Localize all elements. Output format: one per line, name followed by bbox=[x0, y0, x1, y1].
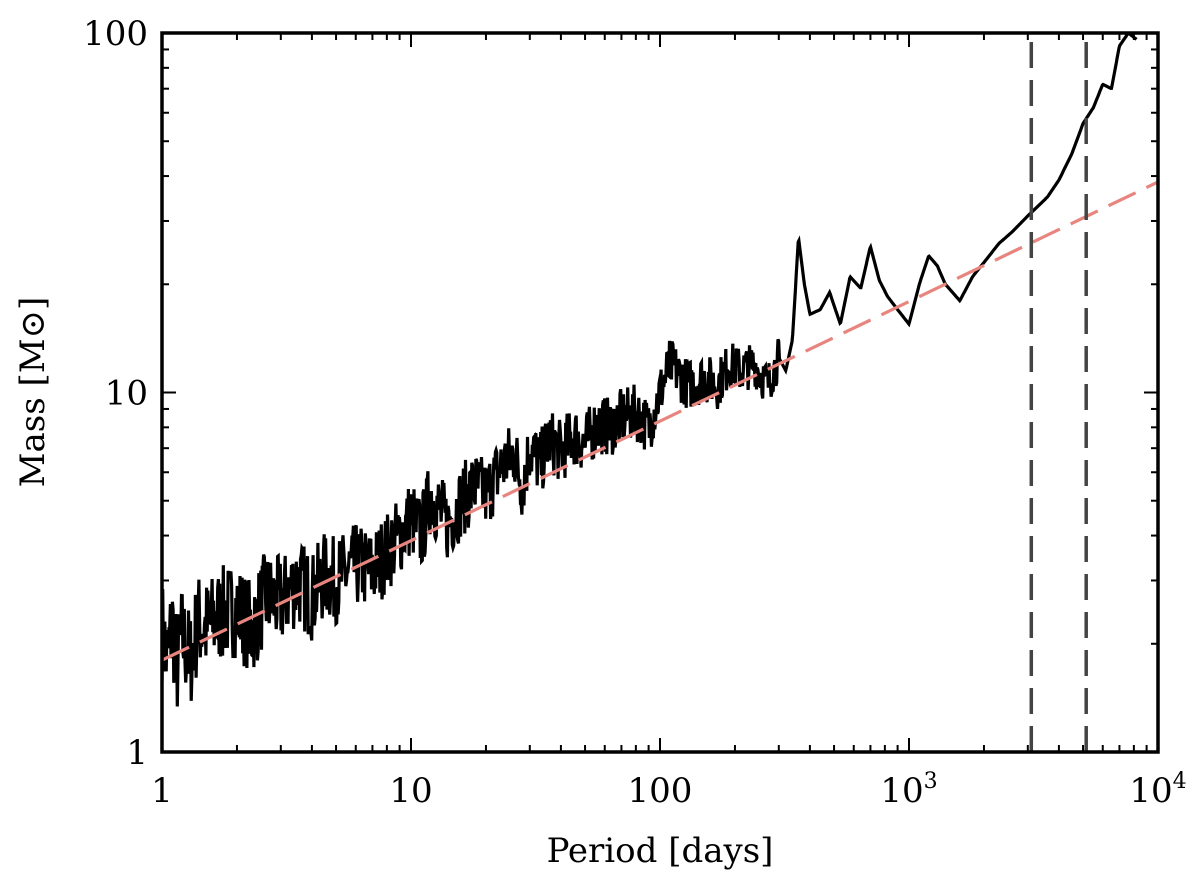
x-tick-label: 1 bbox=[151, 771, 173, 811]
x-tick-label: 103 bbox=[880, 769, 937, 811]
x-axis-label: Period [days] bbox=[547, 831, 774, 871]
series-power-law-fit bbox=[162, 180, 1158, 662]
plot-frame bbox=[160, 31, 1160, 754]
tick-labels: 1 10 100 103 104 1 10 100 bbox=[83, 14, 1187, 811]
y-tick-label: 100 bbox=[83, 14, 148, 54]
y-tick-label: 10 bbox=[105, 374, 148, 414]
x-tick-label: 104 bbox=[1129, 769, 1186, 811]
x-tick-label: 100 bbox=[628, 771, 693, 811]
y-tick-label: 1 bbox=[126, 733, 148, 773]
series-layer bbox=[162, 33, 1158, 752]
x-tick-label: 10 bbox=[389, 771, 432, 811]
y-axis-label: Mass [M⊙] bbox=[13, 297, 53, 488]
series-mass-limit bbox=[162, 33, 1138, 707]
